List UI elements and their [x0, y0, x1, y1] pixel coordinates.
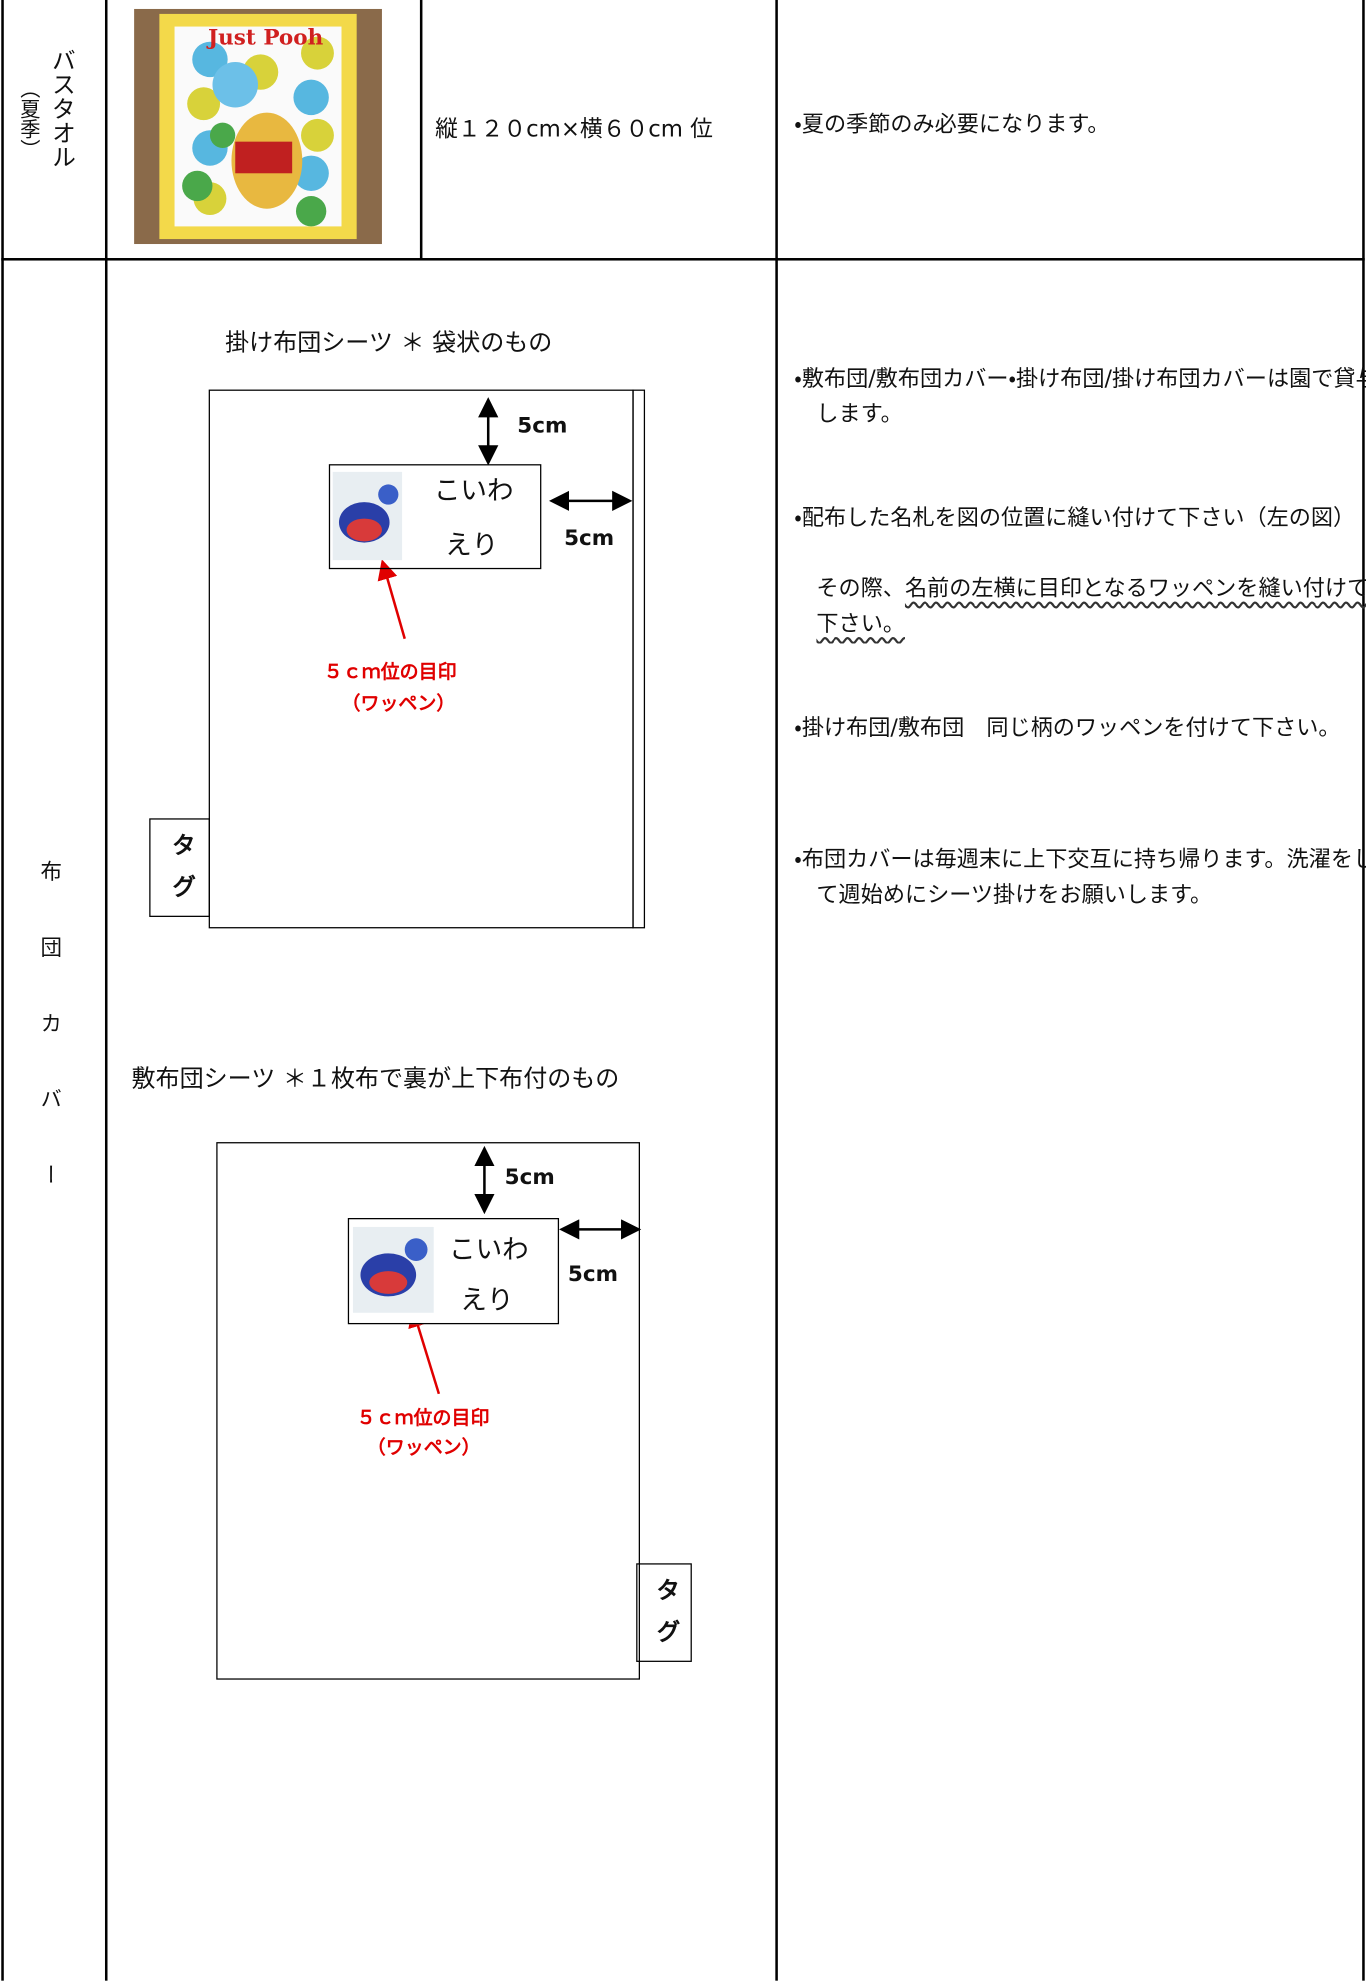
note: ・敷布団/敷布団カバー・掛け布団/掛け布団カバーは園で貸与します。	[794, 366, 1366, 428]
mark-label: ５ｃｍ位の目印	[356, 1406, 490, 1430]
size: 縦１２０cm×横６０cm 位	[435, 116, 713, 143]
margin-label: 5cm	[504, 1164, 555, 1191]
note-text: その際、	[816, 576, 905, 603]
table-border	[775, 0, 778, 1981]
mark-note: （ワッペン）	[341, 691, 456, 715]
table-border	[1, 0, 4, 1981]
diagram-title: 敷布団シーツ ＊１枚布で裏が上下布付のもの	[131, 1064, 620, 1093]
note-continuation: その際、名前の左横に目印となるワッペンを縫い付けて下さい。	[794, 572, 1366, 643]
item-name: バスタオル	[48, 48, 76, 169]
arrows	[377, 397, 642, 1395]
diagram-title: 掛け布団シーツ ＊ 袋状のもの	[225, 328, 553, 357]
tag-label: タグ	[168, 832, 197, 916]
name-tag	[328, 464, 542, 570]
tag-box	[149, 818, 210, 917]
name-line: こいわ	[449, 1234, 529, 1265]
name-line: えり	[445, 529, 499, 561]
mark-label: ５ｃｍ位の目印	[323, 660, 457, 683]
note: ・夏の季節のみ必要になります。	[794, 112, 1110, 138]
towel-print: Just Pooh	[206, 25, 324, 50]
tag-box	[636, 1563, 692, 1662]
margin-label: 5cm	[517, 413, 568, 439]
patch-image	[352, 1226, 434, 1313]
item-note: （夏季）	[16, 78, 41, 160]
name-line: えり	[460, 1285, 514, 1316]
patch-image	[332, 471, 403, 561]
table-border	[1, 258, 1365, 260]
note: ・配布した名札を図の位置に縫い付けて下さい（左の図）	[794, 505, 1356, 532]
note-underlined: 名前の左横に目印となるワッペンを縫い付けて下さい。	[816, 576, 1366, 638]
table-border	[104, 0, 107, 1981]
margin-label: 5cm	[567, 1262, 619, 1288]
towel-photo: Just Pooh	[134, 8, 382, 245]
sheet-outline	[216, 1142, 640, 1680]
note: ・掛け布団/敷布団 同じ柄のワッペンを付けて下さい。	[794, 715, 1341, 742]
table-border	[1362, 0, 1365, 1981]
item-name: 布団カバー	[35, 860, 61, 1240]
tag-label: タグ	[652, 1577, 681, 1661]
mark-note: （ワッペン）	[366, 1435, 481, 1459]
margin-label: 5cm	[564, 526, 615, 552]
name-line: こいわ	[433, 475, 514, 506]
note: ・布団カバーは毎週末に上下交互に持ち帰ります。洗濯をして週始めにシーツ掛けをお願…	[794, 847, 1366, 909]
table-border	[419, 0, 422, 260]
sheet-edge	[632, 389, 646, 929]
